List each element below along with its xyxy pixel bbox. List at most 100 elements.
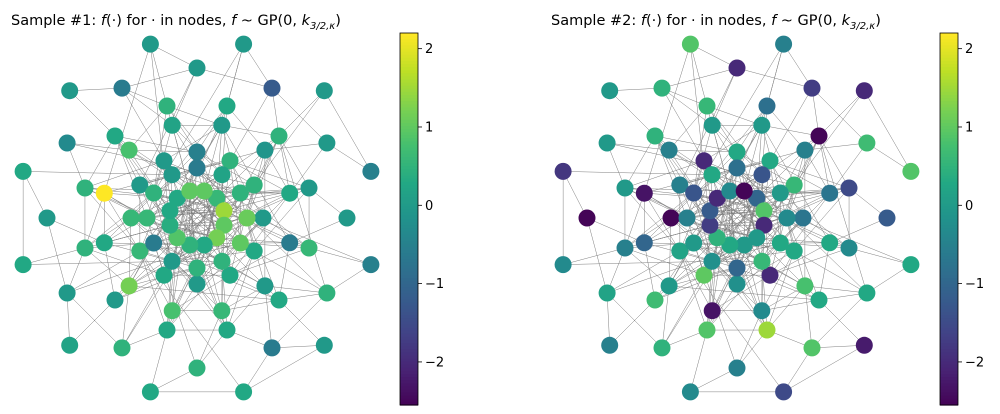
graph-node [106,127,124,145]
graph-node [646,291,664,309]
graph-node [758,97,776,115]
graph-node [775,35,793,53]
graph-edge [766,250,795,331]
graph-edge [706,105,738,153]
colorbar-segment [940,302,958,307]
graph-node [218,321,236,339]
graph-node [902,256,920,274]
graph-node [703,166,721,184]
graph-edge [229,274,280,301]
colorbar-segment [940,33,958,37]
graph-edge [169,210,248,219]
colorbar-segment [940,200,958,205]
graph-edge [766,285,806,331]
colorbar-segment [940,312,958,316]
graph-node [120,277,138,295]
colorbar-segment [940,234,958,239]
graph-node [195,236,213,254]
graph-edge [278,242,290,301]
colorbar-segment [400,281,418,285]
graph-edge [654,267,738,301]
colorbar-segment [940,188,958,192]
graph-edge [711,174,730,246]
graph-node [168,189,186,207]
graph-node [281,184,299,202]
graph-edge [624,247,670,287]
graph-edge [563,171,713,175]
colorbar-segment [400,36,418,40]
graph-node [646,127,664,145]
colorbar-segment [940,296,958,301]
colorbar-segment [940,392,958,397]
colorbar-segment [940,293,958,298]
colorbar-segment [940,271,958,276]
colorbar-segment [400,206,418,211]
colorbar-segment [400,85,418,90]
colorbar-segment [400,234,418,239]
graph-edge [661,275,705,349]
colorbar-tick-label: 2 [965,42,973,57]
graph-edge [171,190,190,262]
graph-node [785,176,803,194]
graph-node [362,162,380,180]
colorbar-segment [940,321,958,325]
graph-node [163,166,181,184]
graph-edge [736,310,763,369]
colorbar-segment [400,79,418,84]
colorbar-segment [940,212,958,217]
graph-node [300,179,318,197]
colorbar-segment [940,51,958,56]
colorbar-segment [940,67,958,71]
colorbar-tick-label: −1 [425,277,444,292]
colorbar-segment [400,268,418,273]
colorbar-segment [400,122,418,127]
graph-node [728,59,746,77]
graph-node [155,266,173,284]
colorbar-segment [940,147,958,152]
graph-node [76,179,94,197]
graph-edge [654,135,681,186]
colorbar-segment [940,98,958,102]
colorbar-segment [400,265,418,270]
colorbar-segment [400,48,418,53]
graph-edge [264,285,327,294]
graph-edge [139,160,231,186]
colorbar-segment [400,395,418,400]
colorbar-segment [940,262,958,267]
graph-edge [769,160,850,189]
graph-node [58,134,76,152]
colorbar-segment [400,339,418,344]
graph-edge [130,217,198,285]
colorbar-segment [400,191,418,195]
graph-edge [669,149,738,153]
graph-edge [150,43,198,69]
graph-edge [84,247,165,276]
graph-node [113,339,131,357]
graph-edge [326,264,372,294]
graph-node [695,266,713,284]
colorbar-segment [940,163,958,167]
graph-edge [690,367,738,393]
colorbar-segment [400,240,418,245]
colorbar-tick-label: −1 [965,277,984,292]
graph-node [821,234,839,252]
graph-node [735,182,753,200]
colorbar-segment [400,181,418,186]
colorbar-segment [400,215,418,220]
graph-node [721,182,739,200]
colorbar-segment [940,352,958,356]
graph-edge [668,149,711,211]
graph-edge [711,237,718,311]
graph-edge [679,160,771,186]
graph-edge [712,274,771,311]
colorbar-tick-label: 2 [425,42,433,57]
graph-node [601,82,619,100]
graph-edge [23,261,173,265]
graph-edge [736,267,820,301]
colorbar-segment [940,73,958,77]
graph-edge [644,242,656,301]
graph-edge [693,192,757,239]
colorbar-tick-label: −2 [965,355,984,370]
colorbar-segment [400,324,418,329]
graph-node [270,127,288,145]
